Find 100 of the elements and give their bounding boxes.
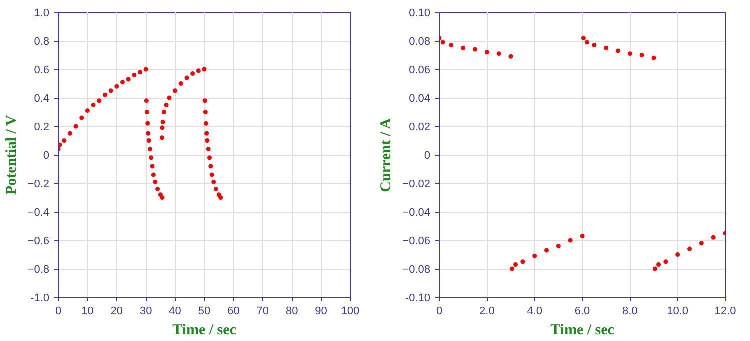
y-tick-label: −0.4 [28, 207, 50, 219]
point [114, 84, 120, 89]
x-tick-label: 80 [286, 306, 298, 318]
point [164, 102, 169, 108]
x-tick-label: 70 [256, 306, 270, 318]
point [126, 77, 131, 82]
x-axis-title: Time / sec [550, 322, 615, 338]
point [146, 121, 150, 126]
point [160, 136, 164, 140]
point [580, 234, 585, 238]
point [178, 82, 184, 86]
point [132, 72, 137, 78]
point [556, 244, 561, 248]
y-tick-label: −0.04 [402, 207, 431, 219]
point [640, 53, 644, 58]
y-tick-label: 0.02 [409, 122, 431, 134]
point [510, 266, 514, 272]
point [581, 36, 586, 40]
x-tick-label: 40 [169, 306, 182, 318]
point [160, 120, 166, 124]
point [146, 131, 151, 136]
x-tick-label: 30 [140, 306, 152, 318]
y-tick-label: -1.0 [30, 292, 50, 304]
y-tick-label: 0.2 [34, 122, 50, 134]
point [592, 43, 597, 48]
x-tick-label: 50 [198, 306, 211, 318]
point [496, 52, 502, 56]
point [108, 88, 114, 94]
point [206, 147, 211, 152]
x-tick-label: 0 [55, 306, 62, 318]
point [91, 102, 96, 108]
point [80, 116, 84, 120]
point [204, 131, 210, 136]
y-tick-label: 0.08 [409, 36, 431, 48]
x-tick-label: 20 [110, 306, 124, 318]
point [150, 164, 155, 169]
x-tick-label: 0 [436, 306, 443, 318]
point [148, 147, 152, 152]
point [585, 40, 590, 45]
point [85, 108, 90, 114]
point [196, 68, 201, 74]
point [146, 138, 152, 143]
y-tick-label: −0.8 [28, 264, 50, 276]
point [568, 238, 573, 243]
x-tick-label: 12.0 [714, 306, 736, 318]
x-tick-label: 60 [228, 306, 240, 318]
point [144, 67, 148, 72]
point [144, 98, 149, 104]
point [162, 110, 166, 114]
point [212, 180, 216, 184]
y-tick-label: 0.4 [34, 93, 50, 105]
point [616, 48, 620, 54]
point [190, 72, 196, 76]
point [711, 235, 716, 240]
y-tick-label: 1.0 [34, 8, 50, 20]
y-tick-label: 0 [43, 150, 50, 162]
y-tick-label: −0.6 [28, 236, 50, 248]
point [514, 262, 518, 267]
y-tick-label: −0.02 [402, 178, 431, 190]
point [202, 67, 207, 72]
y-tick-label: 0.04 [409, 93, 431, 105]
point [173, 88, 178, 94]
y-axis-title: Current / A [378, 118, 395, 192]
point [440, 40, 446, 45]
point [544, 248, 549, 253]
point [167, 96, 172, 100]
point [664, 260, 668, 264]
y-tick-label: −0.08 [402, 264, 431, 276]
point [145, 110, 150, 114]
point [461, 46, 466, 50]
point [508, 54, 514, 59]
y-tick-label: -0.10 [405, 292, 431, 304]
point [68, 131, 72, 136]
point [449, 43, 454, 48]
y-tick-label: 0.6 [34, 64, 50, 76]
x-axis-title: Time / sec [172, 322, 237, 338]
point [160, 196, 165, 200]
point [204, 121, 208, 126]
point [184, 76, 190, 80]
point [656, 262, 662, 267]
point [156, 186, 160, 192]
point [138, 70, 143, 75]
y-tick-label: 0.06 [409, 64, 431, 76]
point [205, 138, 210, 143]
y-tick-label: −0.06 [402, 236, 431, 248]
point [74, 124, 78, 129]
x-tick-label: 4.0 [527, 306, 542, 318]
point [214, 186, 218, 192]
point [97, 98, 102, 104]
point [153, 180, 158, 184]
point [532, 254, 538, 258]
x-tick-label: 6.0 [574, 306, 590, 318]
point [628, 52, 632, 56]
point [484, 50, 490, 55]
point [210, 172, 214, 178]
x-tick-label: 8.0 [622, 306, 638, 318]
point [604, 46, 609, 50]
point [202, 98, 208, 104]
y-axis-title: Potential / V [4, 115, 20, 195]
point [120, 80, 125, 85]
